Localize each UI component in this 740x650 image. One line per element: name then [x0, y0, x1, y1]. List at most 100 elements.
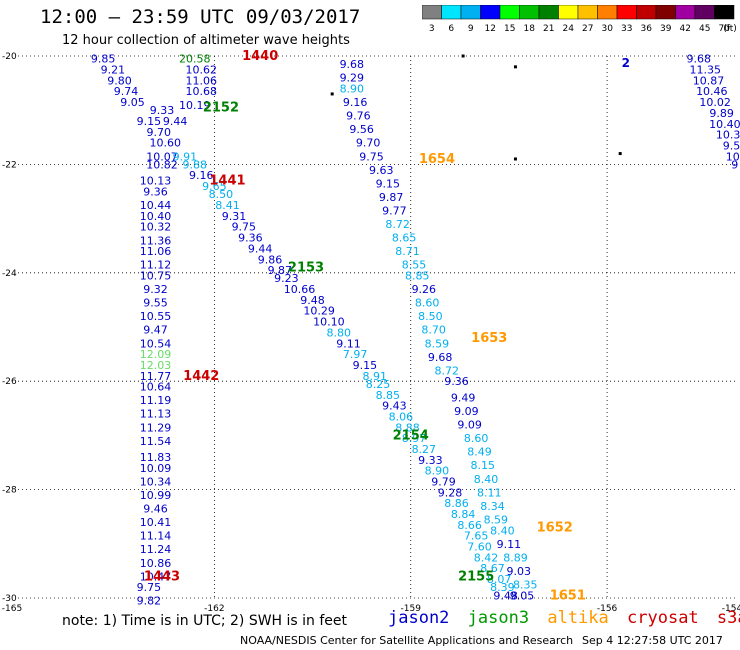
wave-height-value: 9	[731, 158, 738, 171]
wave-height-value: 9.43	[382, 400, 407, 413]
wave-height-value: 11.36	[140, 234, 172, 247]
wave-height-value: 9.55	[143, 297, 168, 310]
wave-height-value: 9.91	[173, 150, 198, 163]
wave-height-value: 9.09	[454, 405, 479, 418]
wave-height-value: 9.82	[137, 595, 162, 608]
pass-time-label: 1443	[144, 569, 180, 584]
wave-height-value: 8.07	[487, 573, 512, 586]
wave-height-value: 9.56	[349, 123, 374, 136]
pass-time-label: 1654	[419, 152, 455, 167]
y-tick-label: -22	[2, 160, 17, 170]
x-tick-label: -165	[2, 604, 22, 614]
pass-time-label: 1441	[209, 174, 245, 189]
wave-height-value: 8.25	[366, 378, 391, 391]
x-tick-label: -156	[597, 604, 618, 614]
colorbar-label: 24	[563, 24, 575, 34]
wave-height-value: 8.97	[402, 432, 427, 445]
wave-height-value: 8.60	[415, 297, 440, 310]
pass-time-label: 1653	[471, 331, 507, 346]
wave-height-value: 9.33	[418, 454, 443, 467]
wave-height-value: 10.09	[140, 462, 172, 475]
wave-height-value: 8.35	[513, 578, 538, 591]
wave-height-value: 9.48	[493, 589, 518, 602]
wave-height-value: 9.15	[353, 359, 378, 372]
colorbar-label: 21	[543, 24, 554, 34]
wave-height-value: 9.47	[143, 324, 168, 337]
wave-height-value: 9.74	[114, 85, 139, 98]
wave-height-value: 12.09	[140, 348, 172, 361]
wave-height-value: 9.26	[412, 283, 437, 296]
wave-height-value: 9.28	[438, 486, 463, 499]
wave-height-value: 9.15	[376, 177, 401, 190]
pass-time-label: 1442	[183, 369, 219, 384]
page-title: 12:00 – 23:59 UTC 09/03/2017	[40, 6, 361, 28]
wave-height-value: 8.41	[215, 199, 240, 212]
wave-height-value: 10.55	[140, 310, 172, 323]
wave-height-value: 9.87	[268, 264, 293, 277]
wave-height-value: 10.75	[140, 270, 172, 283]
wave-height-value: 9.65	[202, 180, 227, 193]
island-mark	[618, 152, 622, 156]
wave-height-value: 9.86	[258, 253, 283, 266]
wave-height-value: 8.60	[464, 432, 489, 445]
island-mark	[513, 157, 517, 161]
wave-height-value: 9.68	[428, 351, 453, 364]
wave-height-value: 9.79	[431, 475, 456, 488]
wave-height-value: 10.41	[140, 516, 172, 529]
wave-height-value: 9.70	[356, 137, 381, 150]
wave-height-value: 8.89	[503, 551, 528, 564]
wave-height-value: 8.72	[385, 218, 410, 231]
wave-height-value: 11.77	[140, 370, 172, 383]
footer-note: note: 1) Time is in UTC; 2) SWH is in fe…	[62, 613, 348, 629]
wave-height-value: 9.21	[101, 64, 126, 77]
colorbar-label: 27	[582, 24, 593, 34]
wave-height-value: 10.34	[140, 475, 172, 488]
wave-height-value: 10	[726, 150, 740, 163]
wave-height-value: 8.65	[392, 232, 417, 245]
wave-height-value: 9.77	[382, 204, 407, 217]
wave-height-value: 11.13	[140, 408, 172, 421]
wave-height-value: 9.36	[444, 375, 469, 388]
wave-height-value: 8.50	[209, 188, 234, 201]
wave-height-value: 11.06	[186, 74, 218, 87]
wave-height-value: 8.39	[490, 581, 515, 594]
wave-height-value: 9.5	[723, 139, 740, 152]
colorbar-unit: (ft)	[723, 24, 737, 34]
wave-height-value: 8.85	[376, 389, 401, 402]
wave-height-value: 11.54	[140, 435, 172, 448]
wave-height-value: 8.70	[421, 324, 446, 337]
wave-height-value: 11.24	[140, 543, 172, 556]
wave-height-value: 10.19	[179, 99, 211, 112]
wave-height-value: 9.29	[340, 72, 365, 85]
wave-height-value: 11.06	[140, 245, 172, 258]
wave-height-value: 10.86	[140, 557, 172, 570]
wave-height-value: 10.60	[150, 137, 182, 150]
pass-time-label: 2152	[203, 100, 239, 115]
wave-height-value: 8.91	[362, 370, 387, 383]
wave-height-value: 9.11	[336, 337, 361, 350]
wave-height-value: 8.71	[395, 245, 420, 258]
x-tick-label: -154	[722, 604, 740, 614]
wave-height-value: 9.33	[150, 104, 175, 117]
wave-height-value: 9.44	[248, 242, 273, 255]
wave-height-value: 8.40	[474, 473, 499, 486]
legend-cryosat: cryosat	[627, 608, 699, 628]
wave-height-value: 10.13	[140, 175, 172, 188]
wave-height-value: 9.88	[182, 158, 207, 171]
wave-height-value: 8.67	[480, 562, 505, 575]
pass-time-label: 2155	[458, 569, 494, 584]
pass-time-label: 1652	[537, 521, 573, 536]
wave-height-value: 10.47	[140, 570, 172, 583]
wave-height-value: 8.84	[451, 508, 476, 521]
wave-height-value: 9.70	[146, 126, 171, 139]
wave-height-value: 9.05	[120, 96, 145, 109]
wave-height-value: 9.48	[300, 294, 325, 307]
wave-height-value: 9.09	[457, 419, 482, 432]
wave-height-value: 10.46	[696, 85, 728, 98]
wave-height-value: 8.40	[490, 524, 515, 537]
wave-height-value: 10.87	[693, 74, 725, 87]
wave-height-value: 9.76	[346, 110, 371, 123]
x-tick-label: -162	[204, 604, 224, 614]
y-tick-label: -30	[2, 594, 17, 604]
colorbar-label: 30	[602, 24, 614, 34]
